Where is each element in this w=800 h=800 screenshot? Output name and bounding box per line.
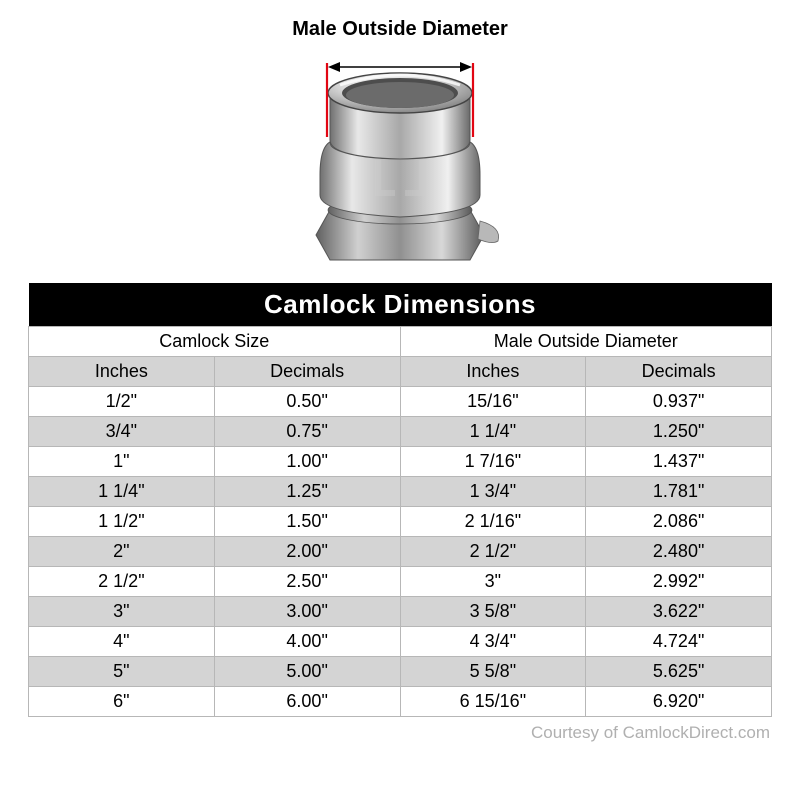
table-cell: 1 1/4"	[29, 477, 215, 507]
table-cell: 3.622"	[586, 597, 772, 627]
table-cell: 2.50"	[214, 567, 400, 597]
table-cell: 5 5/8"	[400, 657, 586, 687]
table-row: 5"5.00"5 5/8"5.625"	[29, 657, 772, 687]
table-row: 6"6.00"6 15/16"6.920"	[29, 687, 772, 717]
table-cell: 6.920"	[586, 687, 772, 717]
table-cell: 1 1/4"	[400, 417, 586, 447]
table-cell: 2.992"	[586, 567, 772, 597]
table-cell: 1.50"	[214, 507, 400, 537]
fitting-diagram	[270, 45, 530, 275]
table-cell: 2"	[29, 537, 215, 567]
table-row: 3/4"0.75"1 1/4"1.250"	[29, 417, 772, 447]
unit-header: Inches	[29, 357, 215, 387]
table-cell: 1.00"	[214, 447, 400, 477]
table-body: 1/2"0.50"15/16"0.937"3/4"0.75"1 1/4"1.25…	[29, 387, 772, 717]
table-cell: 2 1/2"	[29, 567, 215, 597]
unit-header: Inches	[400, 357, 586, 387]
credit-text: Courtesy of CamlockDirect.com	[0, 717, 800, 743]
table-cell: 1 7/16"	[400, 447, 586, 477]
table-cell: 15/16"	[400, 387, 586, 417]
table-cell: 6"	[29, 687, 215, 717]
table-cell: 4 3/4"	[400, 627, 586, 657]
table-cell: 5.625"	[586, 657, 772, 687]
table-row: 1 1/4"1.25"1 3/4"1.781"	[29, 477, 772, 507]
table-cell: 1/2"	[29, 387, 215, 417]
table-cell: 1.250"	[586, 417, 772, 447]
table-cell: 4"	[29, 627, 215, 657]
table-row: 1/2"0.50"15/16"0.937"	[29, 387, 772, 417]
table-cell: 3"	[29, 597, 215, 627]
table-cell: 2.480"	[586, 537, 772, 567]
table-row: 1"1.00"1 7/16"1.437"	[29, 447, 772, 477]
table-cell: 1 1/2"	[29, 507, 215, 537]
dimensions-table: Camlock Dimensions Camlock Size Male Out…	[28, 283, 772, 717]
table-cell: 2 1/16"	[400, 507, 586, 537]
table-row: 4"4.00"4 3/4"4.724"	[29, 627, 772, 657]
table-row: 3"3.00"3 5/8"3.622"	[29, 597, 772, 627]
table-row: 1 1/2"1.50"2 1/16"2.086"	[29, 507, 772, 537]
dimension-arrowhead-left	[328, 62, 340, 72]
dimensions-table-wrap: Camlock Dimensions Camlock Size Male Out…	[0, 283, 800, 717]
table-cell: 1 3/4"	[400, 477, 586, 507]
table-group-header-row: Camlock Size Male Outside Diameter	[29, 327, 772, 357]
table-cell: 3 5/8"	[400, 597, 586, 627]
unit-header: Decimals	[586, 357, 772, 387]
table-cell: 2.00"	[214, 537, 400, 567]
table-cell: 4.00"	[214, 627, 400, 657]
table-title-row: Camlock Dimensions	[29, 283, 772, 327]
table-cell: 0.50"	[214, 387, 400, 417]
table-cell: 3"	[400, 567, 586, 597]
table-row: 2"2.00"2 1/2"2.480"	[29, 537, 772, 567]
table-unit-header-row: Inches Decimals Inches Decimals	[29, 357, 772, 387]
group-header-size: Camlock Size	[29, 327, 401, 357]
table-cell: 6.00"	[214, 687, 400, 717]
dimension-arrowhead-right	[460, 62, 472, 72]
table-cell: 6 15/16"	[400, 687, 586, 717]
table-cell: 0.75"	[214, 417, 400, 447]
table-cell: 1.437"	[586, 447, 772, 477]
table-title: Camlock Dimensions	[29, 283, 772, 327]
unit-header: Decimals	[214, 357, 400, 387]
table-cell: 1.781"	[586, 477, 772, 507]
table-cell: 2 1/2"	[400, 537, 586, 567]
table-cell: 5"	[29, 657, 215, 687]
table-cell: 5.00"	[214, 657, 400, 687]
diagram-label: Male Outside Diameter	[0, 18, 800, 41]
table-cell: 1.25"	[214, 477, 400, 507]
table-row: 2 1/2"2.50"3"2.992"	[29, 567, 772, 597]
table-cell: 4.724"	[586, 627, 772, 657]
table-cell: 2.086"	[586, 507, 772, 537]
table-cell: 1"	[29, 447, 215, 477]
table-cell: 3.00"	[214, 597, 400, 627]
table-cell: 3/4"	[29, 417, 215, 447]
table-cell: 0.937"	[586, 387, 772, 417]
diagram-area: Male Outside Diameter	[0, 0, 800, 275]
group-header-diameter: Male Outside Diameter	[400, 327, 772, 357]
